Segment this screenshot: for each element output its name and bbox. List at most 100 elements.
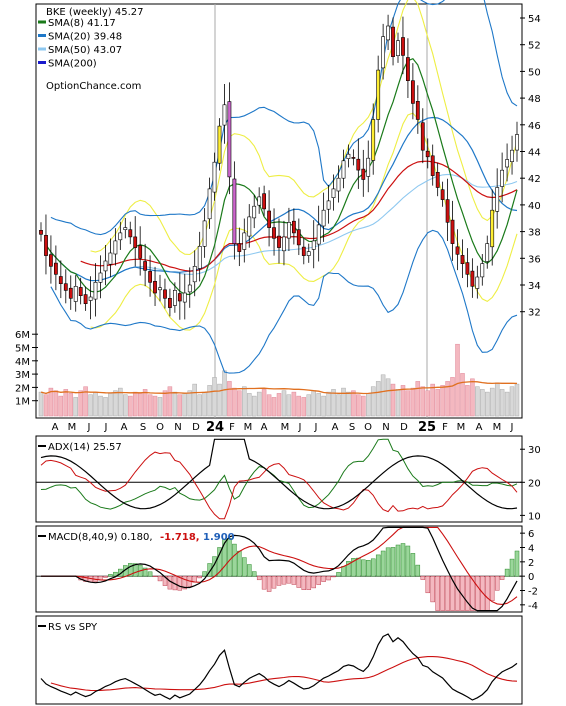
candle-body	[237, 243, 242, 252]
adx-title: ADX(14) 25.57	[38, 442, 122, 453]
volume-bar	[321, 395, 326, 417]
macd-histogram-bar	[400, 543, 406, 577]
volume-bar	[455, 343, 460, 417]
macd-panel: 6 4 2 0 -2 -4	[35, 525, 538, 613]
candle-body	[450, 219, 455, 244]
volume-bar	[361, 395, 366, 417]
volume-bar	[78, 390, 83, 417]
volume-bar	[58, 395, 64, 417]
volume-bar	[489, 387, 495, 417]
volume-bar	[48, 387, 54, 417]
x-tick-label: N	[174, 422, 181, 433]
candle-body	[242, 232, 247, 250]
volume-bar	[494, 382, 500, 417]
x-tick-label: A	[121, 422, 128, 433]
x-tick-label: F	[442, 422, 448, 433]
price-tick-label: 52	[528, 41, 541, 52]
macd-histogram-bar	[281, 575, 287, 585]
volume-bar	[43, 394, 49, 417]
rs-average-line	[50, 656, 518, 692]
price-tick-label: 38	[528, 228, 541, 239]
volume-bar	[147, 394, 153, 417]
candle-body	[470, 270, 475, 287]
macd-histogram-bar	[251, 571, 257, 577]
x-tick-label: 24	[206, 420, 224, 435]
candle-body	[173, 289, 177, 306]
candle-body	[510, 149, 514, 162]
volume-bar	[157, 397, 163, 417]
macd-hist-value: 1.900	[203, 532, 235, 543]
volume-bar	[217, 383, 222, 417]
macd-histogram-bar	[83, 575, 88, 582]
candle-body	[93, 281, 98, 300]
volume-bar	[113, 390, 118, 417]
macd-histogram-bar	[301, 575, 307, 590]
macd-histogram-bar	[197, 575, 202, 579]
candle-body	[376, 69, 381, 120]
minus-di-line	[40, 451, 518, 520]
macd-histogram-bar	[375, 554, 381, 577]
candle-body	[148, 271, 153, 283]
volume-bar	[182, 393, 188, 417]
volume-tick-label: 4M	[15, 357, 30, 368]
candle-body	[232, 178, 237, 244]
x-tick-label: O	[156, 422, 164, 433]
candle-body	[222, 104, 227, 126]
x-tick-label: S	[349, 422, 355, 433]
macd-histogram-bar	[237, 550, 242, 577]
volume-bar	[73, 397, 78, 417]
candle-body	[103, 260, 108, 272]
rs-title-text: RS vs SPY	[48, 622, 98, 633]
x-tick-label: N	[382, 422, 389, 433]
candle-body	[366, 157, 371, 177]
macd-histogram-bar	[266, 575, 272, 592]
candle-body	[48, 254, 53, 267]
macd-line	[41, 526, 518, 612]
candle-body	[381, 36, 386, 69]
macd-tick-label: 2	[528, 558, 534, 569]
macd-histogram-bar	[410, 553, 416, 577]
volume-bar	[480, 389, 485, 417]
macd-histogram-bar	[485, 575, 490, 611]
x-tick-label: D	[400, 422, 408, 433]
macd-histogram-bar	[162, 575, 168, 586]
x-tick-label: A	[332, 422, 339, 433]
price-tick-label: 48	[528, 94, 541, 105]
candle-body	[272, 227, 276, 239]
price-tick-label: 36	[528, 254, 541, 265]
volume-bar	[341, 387, 346, 417]
macd-signal-line	[41, 526, 518, 605]
x-tick-label: D	[192, 422, 200, 433]
macd-histogram-bar	[232, 543, 237, 577]
volume-bar	[137, 393, 143, 417]
x-tick-label: M	[493, 422, 502, 433]
candle-body	[306, 251, 311, 256]
candle-body	[346, 153, 351, 159]
macd-tick-label: 6	[528, 529, 534, 540]
volume-bar	[370, 386, 376, 417]
candle-body	[187, 284, 192, 293]
macd-histogram-bar	[202, 571, 207, 577]
macd-histogram-bar	[420, 575, 426, 580]
candle-body	[331, 188, 336, 198]
candle-body	[217, 125, 222, 164]
macd-tick-label: -2	[528, 587, 538, 598]
volume-bar	[390, 383, 396, 417]
macd-histogram-bar	[321, 575, 326, 582]
volume-bar	[410, 387, 416, 417]
x-tick-label: 25	[418, 420, 436, 435]
candle-body	[267, 210, 272, 228]
candle-body	[485, 243, 490, 262]
macd-tick-label: 4	[528, 544, 534, 555]
macd-histogram-bar	[395, 544, 401, 577]
volume-bar	[197, 394, 202, 417]
macd-histogram-bar	[316, 575, 321, 585]
x-tick-label: O	[364, 422, 372, 433]
volume-bar	[261, 389, 267, 417]
candle-body	[212, 161, 217, 193]
macd-histogram-bar	[370, 558, 376, 577]
macd-histogram-bar	[445, 575, 450, 611]
adx-tick-label: 10	[528, 511, 541, 522]
macd-histogram-bar	[222, 539, 227, 577]
candle-body	[505, 159, 510, 168]
